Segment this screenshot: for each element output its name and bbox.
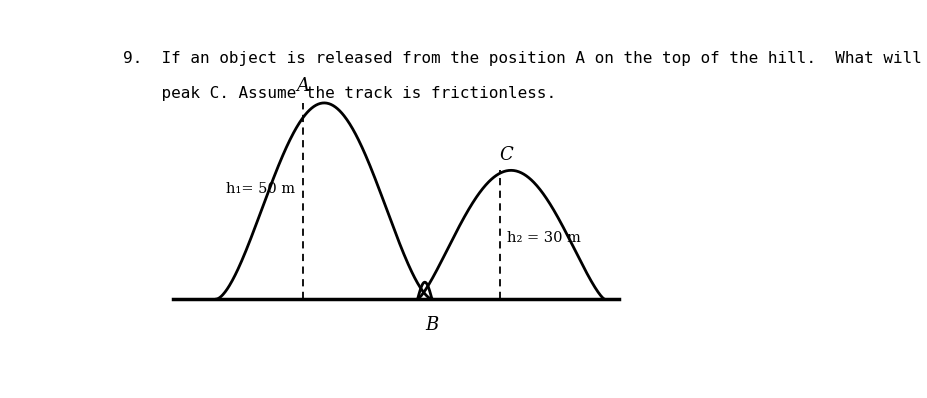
Text: h₂ = 30 m: h₂ = 30 m [507, 231, 581, 245]
Text: h₁= 50 m: h₁= 50 m [226, 182, 296, 196]
Text: peak C. Assume the track is frictionless.: peak C. Assume the track is frictionless… [123, 86, 556, 101]
Text: B: B [425, 316, 438, 334]
Text: 9.  If an object is released from the position A on the top of the hill.  What w: 9. If an object is released from the pos… [123, 51, 927, 66]
Text: C: C [499, 146, 513, 164]
Text: A: A [296, 77, 310, 95]
